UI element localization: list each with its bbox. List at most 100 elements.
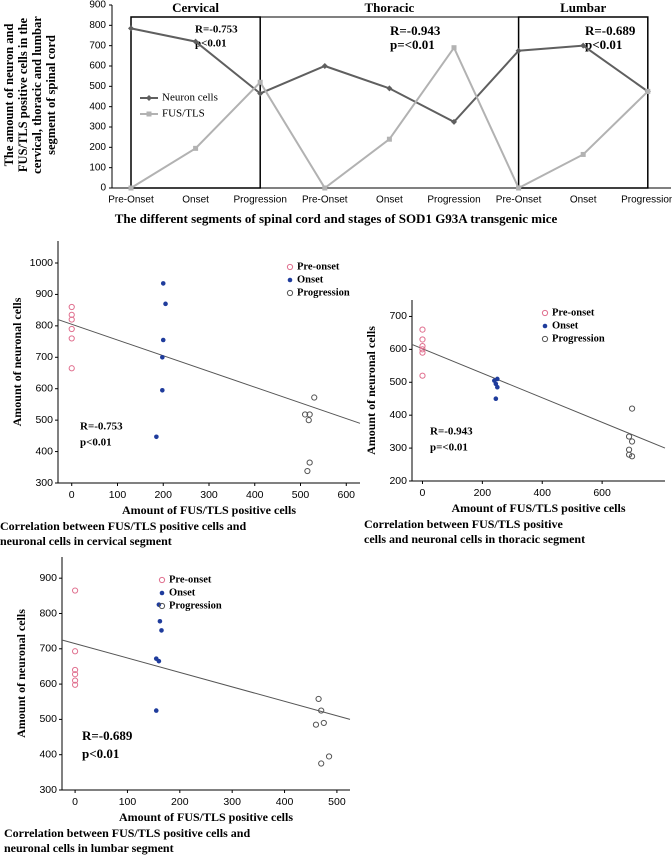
y-tick-label: 600 [39, 678, 57, 690]
legend-label: Onset [169, 587, 196, 598]
y-tick-label: 300 [89, 122, 106, 133]
x-tick-label: Progression [427, 195, 480, 206]
y-tick-label: 700 [389, 310, 407, 322]
y-tick-label: 600 [389, 343, 407, 355]
point [257, 90, 264, 97]
y-tick-label: 600 [35, 382, 53, 394]
legend-label: FUS/TLS [162, 108, 205, 120]
point [386, 85, 393, 92]
point [451, 118, 457, 125]
x-tick-label: 500 [292, 489, 310, 501]
point [625, 446, 633, 453]
point [159, 590, 165, 596]
caption: Correlation between FUS/TLS positive cel… [0, 519, 246, 533]
point [321, 63, 328, 69]
point [311, 394, 318, 401]
point [192, 38, 199, 45]
legend-label: Pre-onset [169, 574, 212, 585]
point [315, 695, 322, 703]
x-tick-label: 0 [69, 489, 75, 501]
annotation: R=-0.943 [430, 426, 473, 438]
point [156, 602, 162, 607]
x-tick-label: Progression [234, 195, 287, 206]
legend-label: Neuron cells [162, 92, 218, 104]
point [160, 354, 165, 360]
point [322, 185, 328, 191]
point [628, 438, 636, 445]
point [157, 618, 163, 624]
point [305, 417, 312, 424]
point [419, 336, 426, 343]
y-tick-label: 800 [35, 320, 53, 332]
point [68, 335, 75, 342]
y-axis-label: The amount of neuron and [2, 24, 16, 167]
point [68, 365, 75, 372]
point [68, 316, 75, 323]
x-tick-label: Pre-Onset [108, 195, 154, 206]
point [158, 576, 166, 584]
y-tick-label: 700 [89, 40, 106, 51]
annotation: p<0.01 [195, 38, 227, 50]
y-tick-label: 900 [89, 0, 106, 11]
x-tick-label: 0 [420, 487, 426, 499]
y-tick-label: 500 [39, 713, 57, 725]
y-tick-label: 200 [389, 475, 407, 487]
point [312, 721, 320, 728]
point [645, 88, 651, 94]
trend-line [57, 319, 361, 424]
point [160, 337, 166, 343]
point [318, 707, 325, 714]
caption: cells and neuronal cells in thoracic seg… [364, 532, 585, 546]
point [128, 25, 134, 32]
caption: neuronal cells in cervical segment [0, 534, 172, 548]
point [257, 79, 263, 85]
point [71, 681, 79, 688]
legend-label: Progression [297, 287, 350, 298]
point [153, 708, 159, 713]
point [158, 602, 166, 610]
point [625, 451, 633, 458]
annotation: R=-0.753 [80, 421, 123, 433]
x-tick-label: 400 [276, 796, 294, 808]
y-tick-label: 700 [35, 351, 53, 363]
trend-line [61, 639, 351, 720]
annotation: p=<0.01 [430, 442, 468, 454]
y-tick-label: 400 [35, 445, 53, 457]
point [541, 309, 549, 317]
point [160, 281, 166, 286]
point [287, 277, 293, 283]
point [68, 303, 75, 311]
point [628, 453, 636, 460]
x-tick-label: 500 [328, 796, 346, 808]
point [386, 136, 392, 142]
point [286, 289, 294, 297]
y-tick-label: 900 [35, 288, 53, 300]
y-axis-label: FUS/TLS positive cells in the [16, 17, 30, 172]
legend-label: Onset [297, 274, 324, 285]
caption: Correlation between FUS/TLS positive cel… [4, 826, 250, 840]
point [304, 467, 311, 475]
y-tick-label: 500 [35, 414, 53, 426]
point [628, 405, 636, 412]
annotation: R=-0.689 [585, 23, 636, 38]
x-tick-label: 200 [154, 489, 172, 501]
y-tick-label: 400 [89, 101, 106, 112]
point [160, 387, 165, 393]
annotation: R=-0.689 [82, 728, 133, 743]
y-tick-label: 1000 [30, 257, 54, 269]
x-tick-label: Onset [182, 195, 209, 206]
point [154, 434, 159, 440]
group-box [130, 16, 261, 189]
y-tick-label: 500 [389, 376, 407, 388]
x-tick-label: 600 [338, 489, 356, 501]
x-tick-label: 200 [171, 796, 189, 808]
point [286, 263, 294, 271]
y-tick-label: 300 [35, 477, 53, 489]
legend-label: Pre-onset [552, 307, 595, 318]
point [516, 185, 522, 191]
point [71, 666, 79, 674]
point [71, 587, 79, 594]
legend-label: Progression [552, 333, 605, 344]
caption: Correlation between FUS/TLS positive [364, 517, 563, 531]
y-tick-label: 600 [89, 61, 106, 72]
